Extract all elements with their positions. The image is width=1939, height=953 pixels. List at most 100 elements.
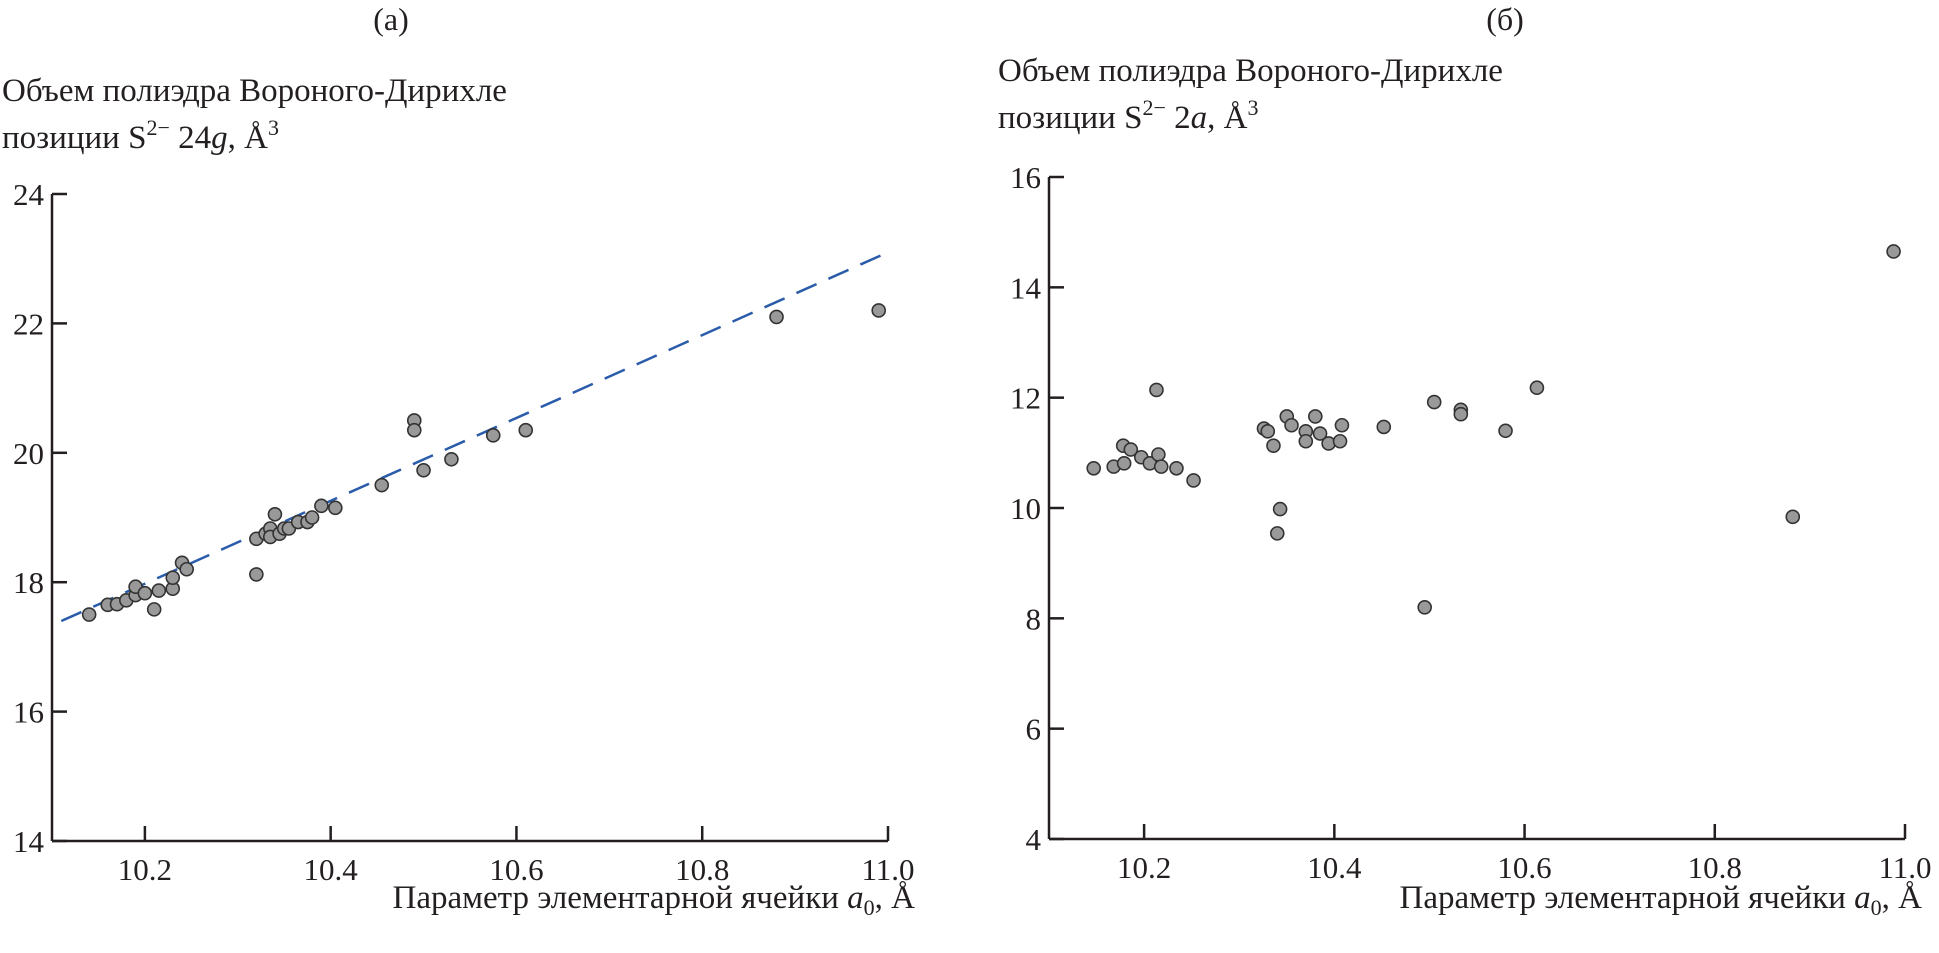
data-point <box>328 500 343 516</box>
y-tick-label: 16 <box>1010 160 1041 195</box>
data-point <box>1417 599 1432 615</box>
y-tick-label: 8 <box>1026 601 1042 636</box>
y-axis-label-line2: позиции S2− 24g, Å3 <box>2 115 279 156</box>
x-tick-label: 11.0 <box>861 852 914 887</box>
y-tick-label: 12 <box>1010 381 1041 416</box>
data-point <box>1298 433 1314 449</box>
x-axis-label: Параметр элементарной ячейки a0, Å <box>1399 879 1922 920</box>
data-point <box>1169 460 1184 476</box>
data-point <box>1149 382 1164 398</box>
label-text: позиции S <box>2 120 146 156</box>
y-tick-label: 22 <box>13 306 44 341</box>
data-point <box>81 607 97 622</box>
label-text: Параметр элементарной ячейки <box>1399 880 1854 916</box>
data-point <box>374 477 390 493</box>
x-axis-label: Параметр элементарной ячейки a0, Å <box>392 879 915 920</box>
data-point <box>304 510 320 525</box>
y-tick-label: 4 <box>1026 822 1042 857</box>
data-point <box>1123 442 1139 457</box>
label-text: позиции S <box>998 100 1142 136</box>
data-point <box>1086 460 1102 476</box>
label-superscript: 3 <box>268 115 279 140</box>
label-text: Параметр элементарной ячейки <box>392 880 847 916</box>
label-text: , Å <box>1882 879 1923 916</box>
x-tick-label: 10.2 <box>1117 850 1171 885</box>
panel-label: (б) <box>1486 1 1524 37</box>
data-point <box>1498 423 1513 439</box>
panel-b: (б) Объем полиэдра Вороного-Дирихле позици… <box>998 1 1932 920</box>
y-tick-label: 10 <box>1010 491 1041 526</box>
data-point <box>1376 419 1392 435</box>
label-italic: a <box>1854 880 1871 916</box>
y-tick-label: 6 <box>1026 712 1042 747</box>
y-tick-label: 24 <box>13 177 45 212</box>
data-point <box>769 309 784 325</box>
label-text: , Å <box>1207 99 1248 136</box>
data-point <box>1785 509 1801 525</box>
data-point <box>249 567 264 582</box>
data-point <box>406 422 422 438</box>
y-tick-label: 14 <box>13 824 45 859</box>
data-point <box>179 561 194 577</box>
data-point <box>314 498 329 514</box>
data-point <box>1426 394 1442 410</box>
data-point <box>1151 447 1166 462</box>
data-point <box>416 462 431 478</box>
data-point <box>1886 244 1901 259</box>
data-point <box>146 602 162 617</box>
data-point <box>871 303 887 318</box>
y-tick-label: 20 <box>13 436 44 471</box>
y-axis-label-line1: Объем полиэдра Вороного-Дирихле <box>2 73 507 109</box>
label-superscript: 3 <box>1247 95 1258 120</box>
y-axis-label-line2: позиции S2− 2a, Å3 <box>998 95 1258 136</box>
y-tick-label: 14 <box>1010 270 1042 305</box>
data-point <box>1334 417 1350 433</box>
panel-a: (a) Объем полиэдра Вороного-Дирихле позици… <box>2 1 915 920</box>
x-tick-label: 10.4 <box>304 852 359 887</box>
data-point <box>1529 380 1545 396</box>
label-text: 24 <box>170 120 211 156</box>
data-point <box>1453 406 1469 422</box>
data-point <box>1260 424 1276 439</box>
x-tick-label: 10.8 <box>675 852 729 887</box>
data-point <box>165 570 181 585</box>
y-tick-label: 18 <box>13 565 44 600</box>
y-tick-label: 16 <box>13 695 44 730</box>
label-subscript: 0 <box>1871 895 1882 920</box>
data-point <box>1332 433 1348 449</box>
data-point <box>1312 426 1328 441</box>
x-tick-label: 10.2 <box>118 852 172 887</box>
label-superscript: 2− <box>146 115 169 140</box>
data-point <box>1308 409 1323 424</box>
data-point <box>1116 456 1132 471</box>
data-point <box>267 506 283 522</box>
label-italic: g <box>211 120 228 156</box>
label-text: , Å <box>875 879 916 916</box>
data-point <box>444 451 459 467</box>
trend-line <box>60 251 889 623</box>
label-text: , Å <box>228 119 269 156</box>
x-tick-label: 10.6 <box>1497 850 1551 885</box>
label-italic: a <box>847 880 864 916</box>
data-point <box>1186 473 1201 488</box>
data-point <box>1272 501 1288 517</box>
y-axis-label-line1: Объем полиэдра Вороного-Дирихле <box>998 53 1503 89</box>
data-point <box>485 428 501 443</box>
data-point <box>518 422 534 438</box>
data-point <box>1153 459 1169 474</box>
data-point <box>151 583 167 598</box>
data-point <box>1266 438 1281 453</box>
x-tick-label: 11.0 <box>1878 850 1931 885</box>
label-italic: a <box>1191 100 1208 136</box>
label-subscript: 0 <box>864 895 875 920</box>
data-point <box>1269 526 1285 541</box>
label-superscript: 2− <box>1142 95 1165 120</box>
x-tick-label: 10.8 <box>1688 850 1742 885</box>
x-tick-label: 10.6 <box>489 852 543 887</box>
panel-label: (a) <box>373 1 409 37</box>
data-point <box>1284 417 1299 433</box>
label-text: 2 <box>1166 100 1191 136</box>
x-tick-label: 10.4 <box>1307 850 1362 885</box>
data-point <box>137 585 153 601</box>
